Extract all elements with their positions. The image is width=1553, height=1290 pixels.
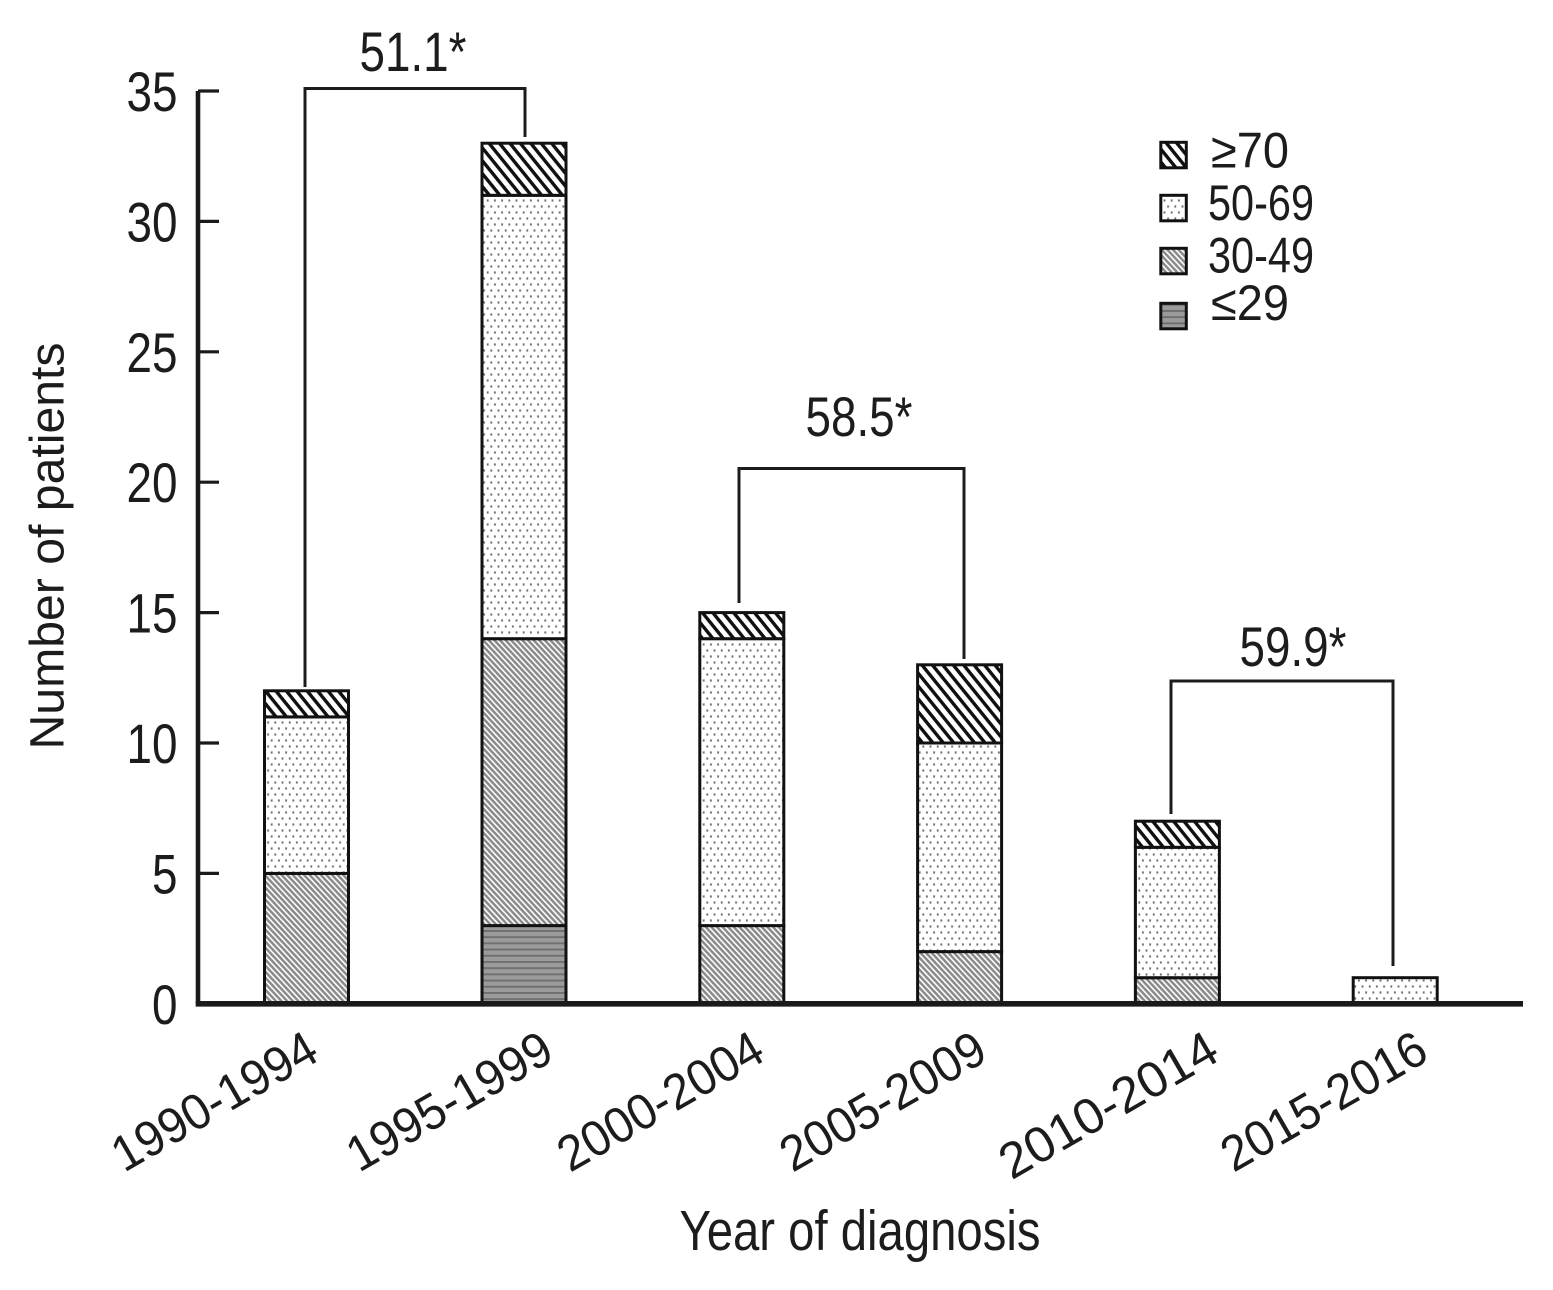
svg-text:≤29: ≤29 [1211,275,1289,331]
svg-text:30: 30 [127,190,178,253]
svg-text:59.9*: 59.9* [1240,615,1347,678]
svg-text:20: 20 [127,451,178,514]
svg-text:Year of diagnosis: Year of diagnosis [680,1199,1041,1263]
svg-text:58.5*: 58.5* [806,385,913,448]
svg-text:Number of patients: Number of patients [22,343,75,750]
svg-text:50-69: 50-69 [1208,175,1314,231]
svg-text:51.1*: 51.1* [360,20,467,83]
svg-text:10: 10 [127,712,178,775]
svg-text:30-49: 30-49 [1208,228,1314,284]
svg-text:25: 25 [127,321,178,384]
svg-text:≥70: ≥70 [1211,123,1289,179]
svg-text:0: 0 [152,973,178,1036]
svg-text:5: 5 [152,842,178,905]
svg-text:15: 15 [127,582,178,645]
svg-text:35: 35 [127,60,178,123]
